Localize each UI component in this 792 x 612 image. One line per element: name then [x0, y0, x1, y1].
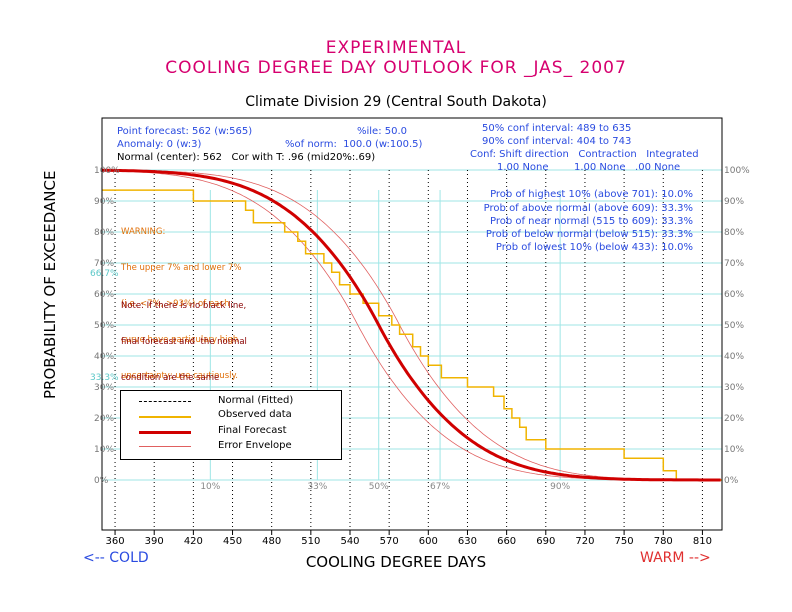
- legend-envelope-swatch: [139, 446, 191, 447]
- note-line: condition are the same: [121, 373, 220, 383]
- y-tick-label-left: 50%: [94, 321, 114, 331]
- y-tick-label-right: 60%: [724, 290, 744, 300]
- y-tick-label-left: 40%: [94, 352, 114, 362]
- x-tick-label: 600: [419, 536, 438, 547]
- x-tick-label: 780: [654, 536, 673, 547]
- y-tick-label-left: 0%: [94, 476, 109, 486]
- note-line: final forecast and the normal: [121, 337, 247, 347]
- warning-line: The upper 7% and lower 7%: [121, 263, 242, 273]
- y-tick-label-left: 100%: [94, 166, 120, 176]
- warm-label: WARM -->: [640, 550, 711, 566]
- conf-90: 90% conf interval: 404 to 743: [482, 136, 632, 147]
- chart-subtitle: Climate Division 29 (Central South Dakot…: [245, 94, 547, 110]
- title-line2: COOLING DEGREE DAY OUTLOOK FOR _JAS_ 200…: [165, 58, 627, 78]
- legend: Normal (Fitted) Observed data Final Fore…: [120, 390, 342, 460]
- y-tick-label-right: 50%: [724, 321, 744, 331]
- conf-header: Conf: Shift direction Contraction Integr…: [470, 149, 699, 160]
- plot-frame: [101, 117, 723, 531]
- cyan-level-label: 33.3%: [90, 373, 119, 383]
- y-tick-label-left: 80%: [94, 228, 114, 238]
- y-tick-label-right: 80%: [724, 228, 744, 238]
- prob-near: Prob of near normal (515 to 609): 33.3%: [489, 216, 693, 227]
- final-forecast-line: [102, 168, 721, 482]
- legend-normal-swatch: [139, 401, 191, 402]
- x-tick-label: 360: [106, 536, 125, 547]
- y-tick-label-left: 30%: [94, 383, 114, 393]
- y-axis-label: PROBABILITY OF EXCEEDANCE: [41, 170, 59, 399]
- percentile-label: 67%: [430, 482, 450, 492]
- x-tick-label: 480: [262, 536, 281, 547]
- percentile: %ile: 50.0: [357, 126, 408, 137]
- y-tick-label-left: 10%: [94, 445, 114, 455]
- percentile-label: 90%: [550, 482, 570, 492]
- x-tick-label: 450: [223, 536, 242, 547]
- y-tick-label-right: 20%: [724, 414, 744, 424]
- legend-envelope-label: Error Envelope: [218, 440, 292, 451]
- prob-lowest: Prob of lowest 10% (below 433): 10.0%: [495, 242, 693, 253]
- legend-final-label: Final Forecast: [218, 425, 287, 436]
- note-line: Note: If there is no black line,: [121, 301, 247, 311]
- x-tick-label: 570: [380, 536, 399, 547]
- legend-normal-label: Normal (Fitted): [218, 395, 294, 406]
- conf-values: 1.00 None 1.00 None .00 None: [497, 162, 681, 173]
- warning-line: uncertainty; use cautiously.: [121, 371, 238, 381]
- percentile-label: 33%: [307, 482, 327, 492]
- y-tick-label-right: 90%: [724, 197, 744, 207]
- legend-observed-label: Observed data: [218, 409, 292, 420]
- x-tick-label: 720: [575, 536, 594, 547]
- legend-observed-swatch: [139, 416, 191, 418]
- y-tick-label-left: 20%: [94, 414, 114, 424]
- x-tick-label: 420: [184, 536, 203, 547]
- x-tick-label: 750: [615, 536, 634, 547]
- observed-data-line: [102, 189, 722, 481]
- x-tick-label: 510: [301, 536, 320, 547]
- y-tick-label-right: 30%: [724, 383, 744, 393]
- warning-line: curve have particulary high: [121, 335, 239, 345]
- percentile-label: 10%: [200, 482, 220, 492]
- y-tick-label-right: 10%: [724, 445, 744, 455]
- cyan-level-label: 66.7%: [90, 269, 119, 279]
- y-tick-label-left: 90%: [94, 197, 114, 207]
- y-tick-label-left: 70%: [94, 259, 114, 269]
- cold-label: <-- COLD: [83, 550, 149, 566]
- prob-above: Prob of above normal (above 609): 33.3%: [483, 203, 693, 214]
- anomaly: Anomaly: 0 (w:3): [117, 139, 202, 150]
- x-tick-label: 630: [458, 536, 477, 547]
- warning-text: WARNING: The upper 7% and lower 7% (i.e.…: [121, 202, 241, 394]
- y-tick-label-right: 0%: [724, 476, 739, 486]
- y-tick-label-right: 40%: [724, 352, 744, 362]
- y-tick-label-right: 100%: [724, 166, 750, 176]
- x-axis-label: COOLING DEGREE DAYS: [305, 553, 487, 571]
- prob-below: Prob of below normal (below 515): 33.3%: [485, 229, 693, 240]
- title-line1: EXPERIMENTAL: [325, 38, 467, 58]
- warning-line: WARNING:: [121, 227, 166, 237]
- prob-highest: Prob of highest 10% (above 701): 10.0%: [490, 189, 693, 200]
- x-tick-label: 540: [340, 536, 359, 547]
- x-tick-label: 690: [536, 536, 555, 547]
- percent-of-normal: %of norm: 100.0 (w:100.5): [285, 139, 423, 150]
- x-tick-label: 390: [145, 536, 164, 547]
- y-tick-label-right: 70%: [724, 259, 744, 269]
- normal-center: Normal (center): 562 Cor with T: .96 (mi…: [117, 152, 376, 163]
- y-tick-label-left: 60%: [94, 290, 114, 300]
- x-tick-label: 810: [693, 536, 712, 547]
- x-tick-label: 660: [497, 536, 516, 547]
- percentile-label: 50%: [369, 482, 389, 492]
- legend-final-swatch: [139, 431, 191, 434]
- warning-line: (i.e. <7%, >93%) of each: [121, 299, 230, 309]
- note-text: Note: If there is no black line, final f…: [121, 276, 247, 396]
- conf-50: 50% conf interval: 489 to 635: [482, 123, 632, 134]
- point-forecast: Point forecast: 562 (w:565): [117, 126, 253, 137]
